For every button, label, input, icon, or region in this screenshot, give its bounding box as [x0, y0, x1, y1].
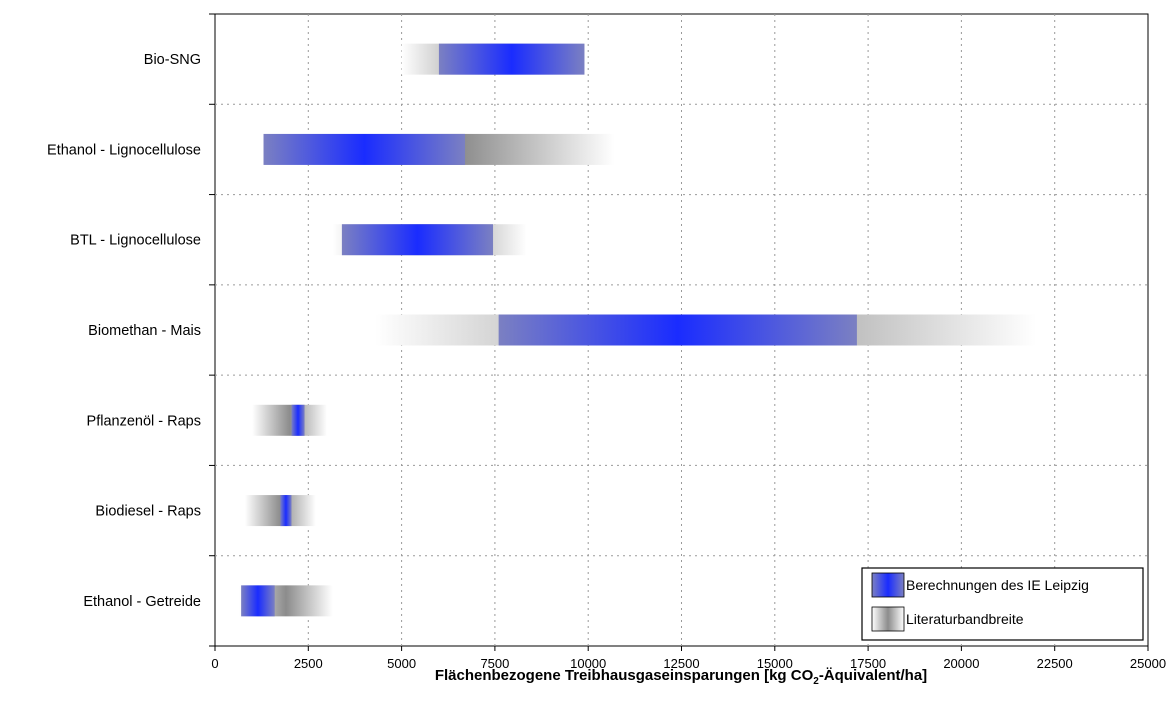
- legend-label-lit: Literaturbandbreite: [906, 611, 1024, 627]
- x-tick-label: 17500: [850, 656, 886, 671]
- axes: [209, 13, 1149, 651]
- x-tick-label: 5000: [387, 656, 416, 671]
- category-label: Ethanol - Lignocellulose: [47, 142, 201, 158]
- calculation-bar: [498, 314, 857, 346]
- calculation-bar: [438, 43, 585, 75]
- calculation-bar: [291, 404, 305, 436]
- legend-box: [861, 567, 1144, 641]
- x-axis-title: Flächenbezogene Treibhausgaseinsparungen…: [435, 667, 927, 687]
- literature-bar: [252, 404, 327, 436]
- category-label: Biodiesel - Raps: [95, 504, 201, 520]
- x-tick-label: 12500: [663, 656, 699, 671]
- x-tick-label: 7500: [480, 656, 509, 671]
- calculation-bar: [280, 495, 292, 527]
- x-tick-label: 15000: [757, 656, 793, 671]
- x-tick-label: 20000: [943, 656, 979, 671]
- calculation-bar: [241, 585, 275, 617]
- category-labels: Bio-SNG Ethanol - Lignocellulose BTL - Lig…: [47, 52, 201, 610]
- x-tick-label: 10000: [570, 656, 606, 671]
- x-tick-labels: 0 2500 5000 7500 10000 12500 15000 17500 20000 22…: [211, 656, 1166, 671]
- calculation-bars: [241, 43, 857, 617]
- x-tick-label: 25000: [1130, 656, 1166, 671]
- legend: Berechnungen des IE Leipzig Literaturban…: [861, 567, 1144, 641]
- x-tick-label: 0: [211, 656, 218, 671]
- calculation-bar: [263, 133, 466, 165]
- category-label: Pflanzenöl - Raps: [87, 413, 201, 429]
- category-label: Bio-SNG: [144, 52, 201, 68]
- category-label: BTL - Lignocellulose: [70, 233, 201, 249]
- x-tick-label: 2500: [294, 656, 323, 671]
- category-label: Ethanol - Getreide: [83, 594, 201, 610]
- legend-swatch-lit: [871, 606, 905, 632]
- legend-label-calc: Berechnungen des IE Leipzig: [906, 577, 1089, 593]
- calculation-bar: [341, 224, 494, 256]
- x-tick-label: 22500: [1037, 656, 1073, 671]
- legend-swatch-calc: [871, 572, 905, 598]
- category-label: Biomethan - Mais: [88, 323, 201, 339]
